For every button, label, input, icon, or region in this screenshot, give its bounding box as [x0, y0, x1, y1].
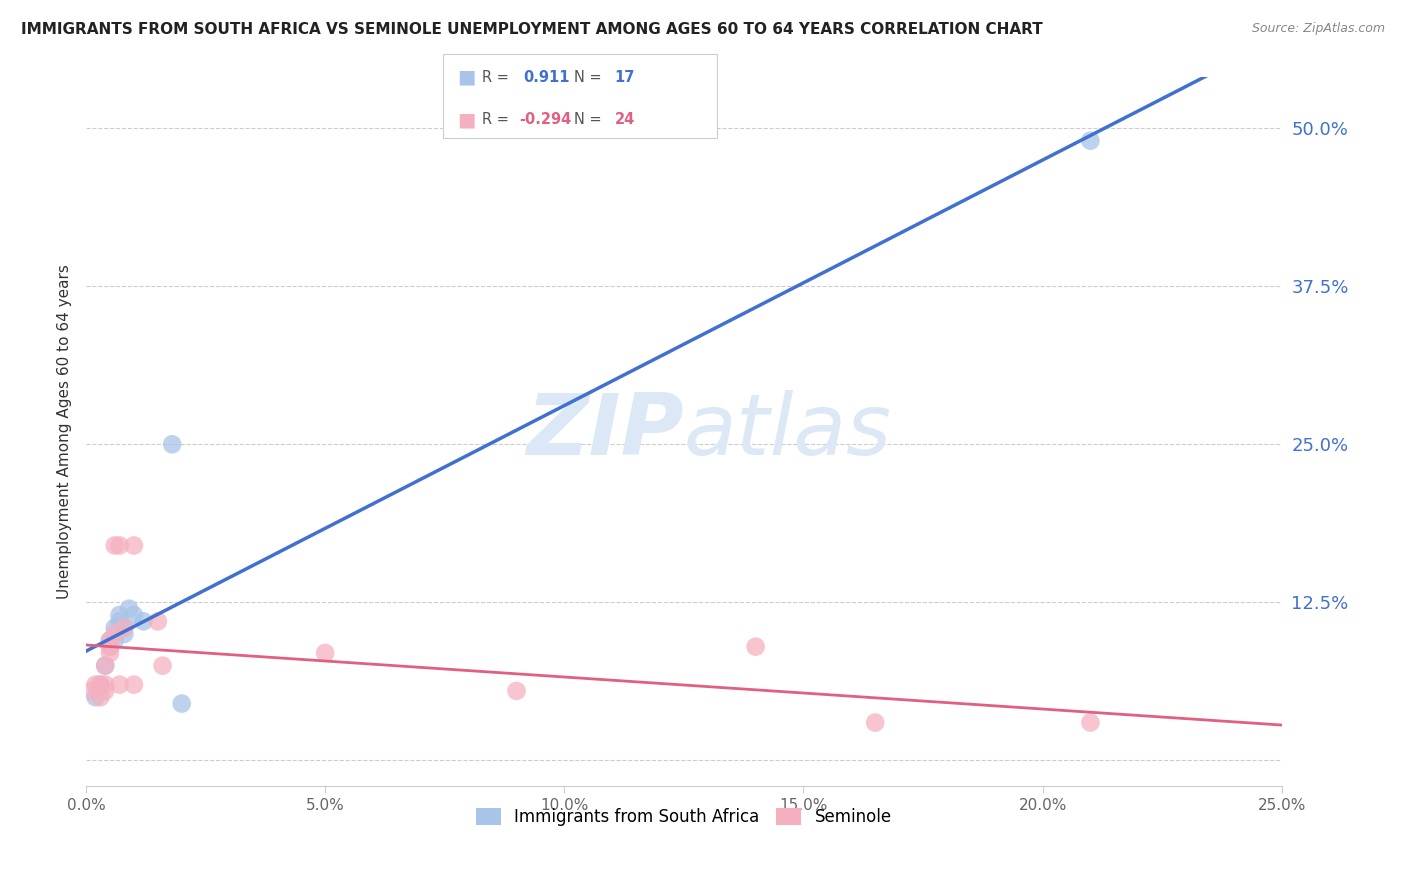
Point: [108, 607, 131, 622]
Point: [122, 538, 145, 552]
Point: [104, 627, 127, 641]
Text: atlas: atlas: [683, 390, 891, 473]
Point: [118, 601, 141, 615]
Point: [98, 633, 121, 648]
Point: [104, 621, 127, 635]
Text: 24: 24: [614, 112, 634, 128]
Point: [122, 677, 145, 691]
Legend: Immigrants from South Africa, Seminole: Immigrants from South Africa, Seminole: [468, 799, 900, 834]
Text: ZIP: ZIP: [526, 390, 683, 473]
Text: 17: 17: [614, 70, 634, 85]
Point: [152, 658, 174, 673]
Point: [863, 715, 886, 730]
Point: [89, 677, 111, 691]
Point: [84, 690, 107, 705]
Y-axis label: Unemployment Among Ages 60 to 64 years: Unemployment Among Ages 60 to 64 years: [58, 264, 72, 599]
Text: 0.911: 0.911: [523, 70, 569, 85]
Point: [94, 658, 117, 673]
Text: R =: R =: [482, 70, 513, 85]
Text: N =: N =: [574, 70, 606, 85]
Point: [314, 646, 336, 660]
Text: R =: R =: [482, 112, 513, 128]
Point: [132, 615, 155, 629]
Point: [94, 658, 117, 673]
Point: [112, 621, 135, 635]
Point: [146, 615, 169, 629]
Point: [98, 640, 121, 654]
Text: -0.294: -0.294: [519, 112, 571, 128]
Point: [112, 621, 135, 635]
Point: [505, 684, 527, 698]
Point: [89, 690, 111, 705]
Point: [94, 677, 117, 691]
Point: [104, 538, 127, 552]
Point: [98, 646, 121, 660]
Text: N =: N =: [574, 112, 606, 128]
Point: [744, 640, 766, 654]
Text: ■: ■: [457, 110, 475, 129]
Point: [89, 677, 111, 691]
Point: [108, 677, 131, 691]
Point: [170, 697, 193, 711]
Point: [94, 684, 117, 698]
Point: [98, 640, 121, 654]
Point: [1080, 715, 1102, 730]
Point: [104, 633, 127, 648]
Point: [84, 677, 107, 691]
Point: [108, 615, 131, 629]
Text: ■: ■: [457, 68, 475, 87]
Point: [1080, 134, 1102, 148]
Point: [108, 538, 131, 552]
Text: Source: ZipAtlas.com: Source: ZipAtlas.com: [1251, 22, 1385, 36]
Point: [80, 684, 103, 698]
Point: [98, 633, 121, 648]
Point: [122, 607, 145, 622]
Point: [160, 437, 183, 451]
Point: [112, 627, 135, 641]
Text: IMMIGRANTS FROM SOUTH AFRICA VS SEMINOLE UNEMPLOYMENT AMONG AGES 60 TO 64 YEARS : IMMIGRANTS FROM SOUTH AFRICA VS SEMINOLE…: [21, 22, 1043, 37]
